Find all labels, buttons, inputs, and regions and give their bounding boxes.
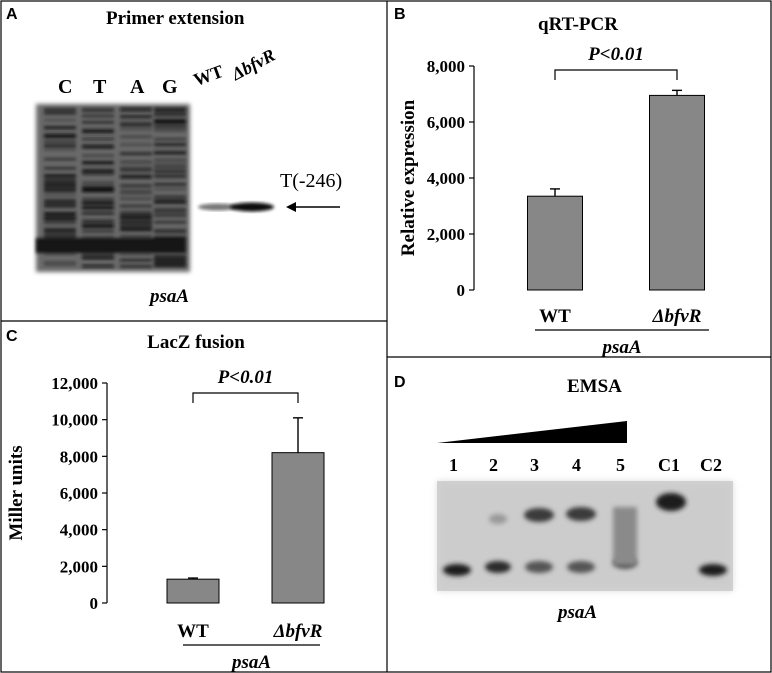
x-tick-label: WT — [177, 621, 209, 642]
lane-label: 3 — [530, 455, 539, 475]
y-tick-label: 4,000 — [427, 169, 465, 188]
y-tick-label: 8,000 — [427, 57, 465, 76]
lane-label: 5 — [616, 455, 625, 475]
gene-label: psaA — [558, 602, 598, 623]
lane-label: C — [58, 76, 73, 98]
panel-letter: D — [394, 374, 406, 391]
lane-label: G — [162, 76, 178, 98]
y-axis-label: Miller units — [6, 445, 27, 540]
panel-d: D EMSA 1 2 3 4 5 — [387, 357, 772, 673]
panel-a: A Primer extension C T A G WT ΔbfvR T(-2… — [0, 0, 387, 321]
bar — [527, 195, 583, 291]
y-tick-label: 12,000 — [51, 374, 98, 393]
y-tick-label: 6,000 — [60, 484, 98, 503]
extension-band-wt — [198, 203, 238, 211]
significance-label: P<0.01 — [587, 44, 644, 65]
lane-label: C1 — [658, 455, 680, 475]
significance-label: P<0.01 — [217, 367, 274, 388]
lane-label: A — [130, 76, 145, 98]
lane-label: C2 — [700, 455, 722, 475]
lane-label: 2 — [489, 455, 498, 475]
gene-label: psaA — [150, 286, 190, 307]
panel-letter: C — [6, 328, 18, 345]
bar-chart-b: qRT-PCR 0 2,000 4,000 6,000 8,000 Relative exp… — [398, 14, 709, 357]
x-axis-label: psaA — [600, 337, 641, 357]
panel-b: B qRT-PCR 0 2,000 4,000 6,000 8,000 Relative e… — [387, 0, 772, 357]
y-axis-label: Relative expression — [398, 99, 419, 256]
bar — [649, 94, 705, 291]
lane-label: 4 — [572, 455, 581, 475]
bar-chart-c: LacZ fusion 0 2,000 4,000 6,000 8,000 10,000 12… — [6, 332, 325, 673]
emsa-gel — [437, 421, 733, 591]
y-tick-label: 4,000 — [60, 521, 98, 540]
band-label: T(-246) — [280, 170, 343, 192]
panel-letter: A — [6, 6, 18, 23]
lane-label: T — [93, 76, 107, 98]
x-tick-label: ΔbfvR — [652, 306, 702, 327]
primer-extension-gel — [36, 104, 340, 272]
y-tick-label: 2,000 — [427, 225, 465, 244]
panel-title: EMSA — [567, 376, 622, 397]
y-tick-label: 8,000 — [60, 447, 98, 466]
panel-title: Primer extension — [106, 8, 245, 29]
panel-letter: B — [394, 6, 406, 23]
y-tick-label: 0 — [457, 281, 466, 300]
bar — [166, 578, 220, 604]
y-tick-label: 10,000 — [51, 411, 98, 430]
y-tick-label: 6,000 — [427, 113, 465, 132]
x-tick-label: ΔbfvR — [273, 621, 323, 642]
panel-c: C LacZ fusion 0 2,000 4,000 6,000 8,000 10,000… — [0, 321, 387, 673]
lane-label: 1 — [449, 455, 458, 475]
x-axis-label: psaA — [230, 652, 271, 673]
extension-band-mutant — [230, 202, 274, 212]
left-arrow-icon — [286, 202, 340, 212]
significance-bracket — [554, 69, 678, 80]
y-tick-label: 0 — [90, 594, 99, 613]
chart-title: qRT-PCR — [538, 14, 618, 35]
y-tick-label: 2,000 — [60, 557, 98, 576]
significance-bracket — [192, 392, 299, 403]
concentration-wedge-icon — [437, 421, 627, 443]
x-tick-label: WT — [539, 306, 571, 327]
bar — [271, 452, 325, 604]
chart-title: LacZ fusion — [147, 332, 245, 353]
